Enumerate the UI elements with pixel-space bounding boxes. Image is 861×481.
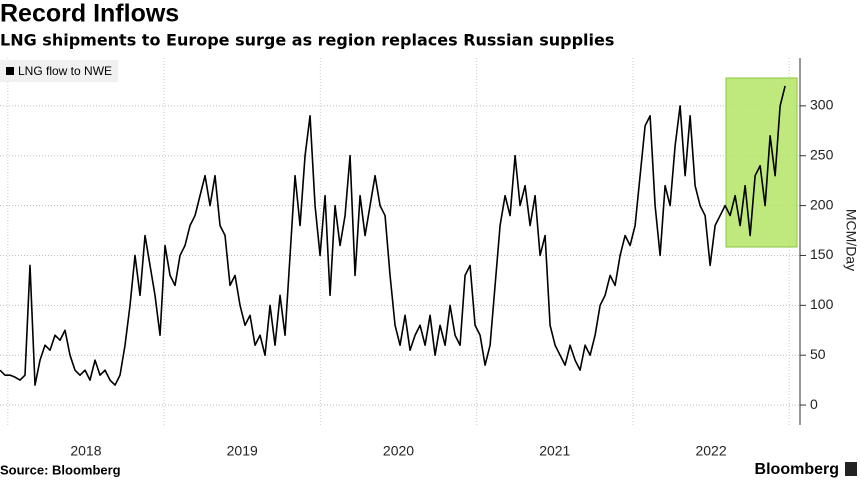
legend-box: [0, 60, 118, 82]
y-tick-label: 300: [810, 97, 834, 113]
y-tick-label: 150: [810, 246, 834, 262]
y-tick-label: 100: [810, 296, 834, 312]
y-tick-label: 200: [810, 196, 834, 212]
x-tick-label: 2018: [70, 443, 101, 459]
x-tick-label: 2021: [539, 443, 570, 459]
grid: [0, 58, 800, 425]
highlight-box: [725, 77, 798, 248]
brand: Bloomberg: [755, 461, 839, 478]
x-tick-label: 2022: [695, 443, 726, 459]
legend-label: LNG flow to NWE: [18, 64, 112, 78]
y-tick-label: 50: [810, 346, 826, 362]
x-tick-label: 2020: [383, 443, 414, 459]
plot: [0, 85, 786, 386]
y-tick-label: 250: [810, 146, 834, 162]
chart-title: Record Inflows: [0, 0, 179, 28]
data-line: [0, 85, 786, 386]
chart-subtitle: LNG shipments to Europe surge as region …: [0, 31, 614, 50]
x-tick-label: 2019: [227, 443, 258, 459]
legend: LNG flow to NWE: [0, 60, 118, 82]
source: Source: Bloomberg: [0, 462, 121, 477]
y-axis-label: MCM/Day: [843, 209, 859, 271]
brand-icon: [845, 462, 857, 476]
y-tick-label: 0: [810, 396, 818, 412]
legend-swatch: [6, 67, 14, 75]
